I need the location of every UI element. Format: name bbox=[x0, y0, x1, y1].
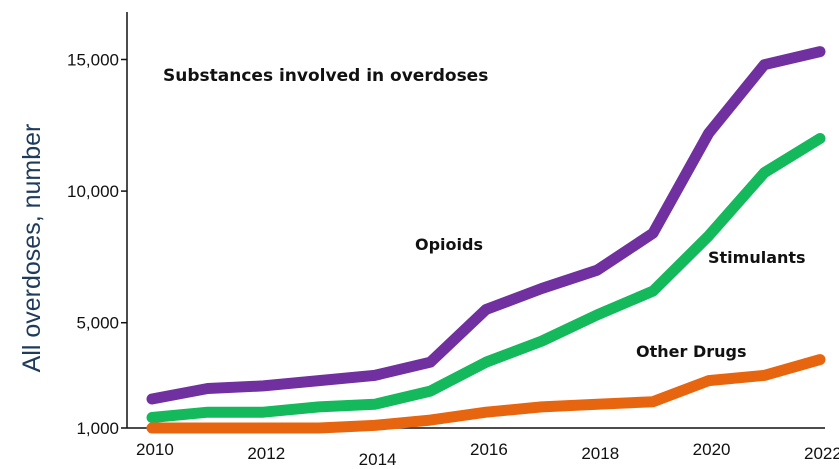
chart-title: Substances involved in overdoses bbox=[163, 66, 488, 86]
data-point bbox=[485, 309, 487, 310]
data-point bbox=[207, 427, 209, 429]
y-tick-label: 10,000 bbox=[67, 182, 119, 201]
data-point bbox=[429, 361, 431, 363]
data-point bbox=[207, 411, 209, 413]
data-point bbox=[819, 359, 821, 361]
data-point bbox=[262, 411, 264, 413]
series-label-stimulants: Stimulants bbox=[708, 248, 806, 267]
x-tick-label: 2020 bbox=[693, 440, 731, 459]
x-tick-label: 2016 bbox=[470, 440, 508, 459]
data-point bbox=[708, 380, 710, 382]
data-point bbox=[151, 417, 153, 418]
series-label-opioids: Opioids bbox=[415, 235, 483, 254]
y-tick-label: 5,000 bbox=[76, 314, 119, 333]
data-point bbox=[207, 388, 209, 389]
data-point bbox=[318, 406, 320, 408]
data-point bbox=[151, 427, 153, 429]
x-tick-label: 2022 bbox=[804, 444, 839, 463]
data-point bbox=[819, 138, 821, 139]
data-point bbox=[151, 398, 153, 400]
data-point bbox=[819, 51, 821, 53]
data-point bbox=[374, 424, 376, 426]
y-axis-label: All overdoses, number bbox=[18, 124, 46, 373]
data-point bbox=[708, 132, 710, 134]
data-point bbox=[763, 64, 765, 66]
data-point bbox=[429, 419, 431, 421]
series-line-other-drugs bbox=[146, 354, 826, 434]
data-point bbox=[708, 235, 710, 237]
data-point bbox=[652, 290, 654, 292]
data-point bbox=[763, 374, 765, 376]
data-point bbox=[763, 172, 765, 174]
y-tick-label: 15,000 bbox=[67, 50, 119, 69]
axis-layer: 1,000 5,000 10,000 15,000 2010 2012 2014 2016 20… bbox=[67, 12, 839, 469]
data-point bbox=[541, 406, 543, 408]
data-point bbox=[541, 288, 543, 289]
data-point bbox=[652, 232, 654, 234]
series-layer bbox=[146, 46, 826, 434]
data-point bbox=[485, 361, 487, 363]
data-point bbox=[541, 340, 543, 342]
data-point bbox=[318, 380, 320, 382]
x-tick-label: 2018 bbox=[581, 444, 619, 463]
data-point bbox=[374, 403, 376, 405]
data-point bbox=[262, 385, 264, 387]
data-point bbox=[596, 314, 598, 316]
x-tick-label: 2012 bbox=[247, 444, 285, 463]
data-point bbox=[596, 403, 598, 405]
data-point bbox=[652, 401, 654, 403]
x-tick-label: 2014 bbox=[359, 450, 397, 469]
data-point bbox=[262, 427, 264, 429]
y-tick-label: 1,000 bbox=[76, 419, 119, 438]
data-point bbox=[485, 411, 487, 413]
data-point bbox=[374, 374, 376, 376]
x-tick-label: 2010 bbox=[136, 440, 174, 459]
data-point bbox=[429, 390, 431, 392]
data-point bbox=[596, 269, 598, 271]
data-point bbox=[318, 427, 320, 429]
series-label-other-drugs: Other Drugs bbox=[636, 342, 747, 361]
